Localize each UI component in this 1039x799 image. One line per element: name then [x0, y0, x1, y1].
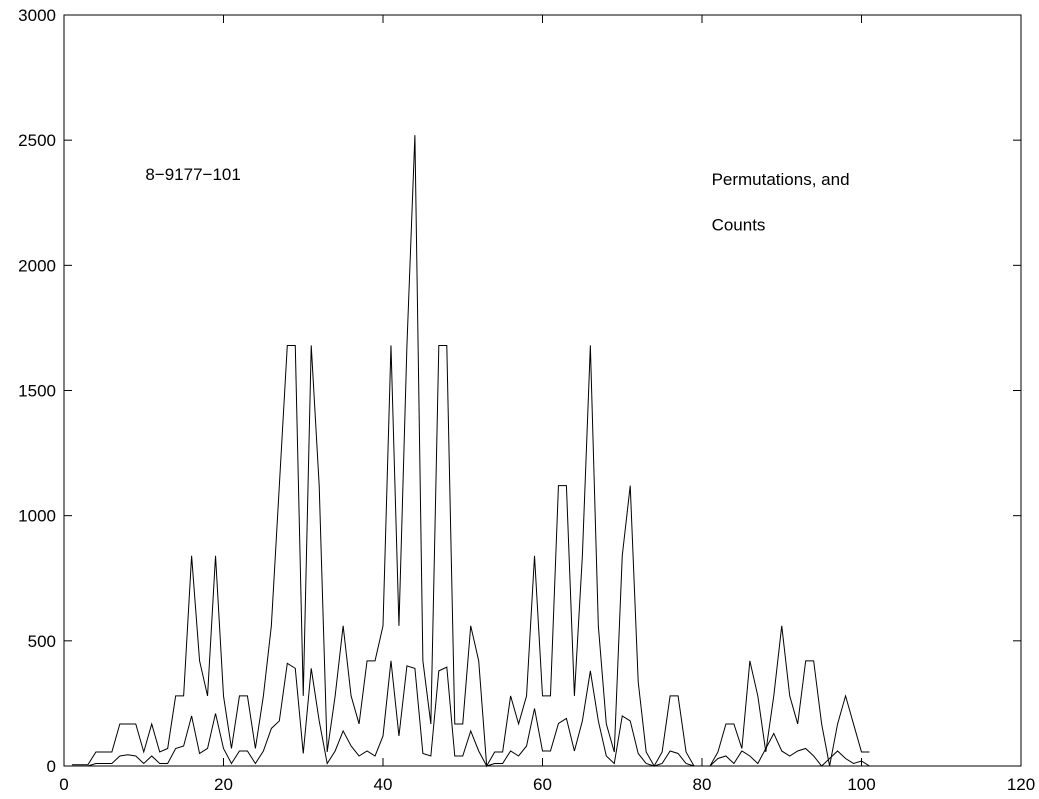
y-axis: 0 500 1000 1500 2000 2500 3000	[18, 6, 1021, 776]
x-axis: 0 20 40 60 80 100 120	[59, 15, 1035, 794]
series-line-1	[71, 135, 870, 768]
x-tick-label: 80	[693, 775, 712, 794]
series-layer	[71, 135, 870, 768]
series-line-2	[71, 660, 870, 767]
annotation-text: 8−9177−101	[145, 165, 241, 184]
x-tick-label: 60	[533, 775, 552, 794]
y-tick-label: 2500	[18, 131, 56, 150]
x-tick-label: 100	[847, 775, 875, 794]
x-tick-label: 20	[214, 775, 233, 794]
y-tick-label: 1500	[18, 382, 56, 401]
x-tick-label: 40	[374, 775, 393, 794]
annotation-layer: 8−9177−101 Permutations, and Counts	[145, 165, 849, 234]
x-tick-label: 0	[59, 775, 68, 794]
y-tick-label: 1000	[18, 507, 56, 526]
annotation-text: Permutations, and	[712, 170, 850, 189]
y-tick-label: 2000	[18, 256, 56, 275]
x-tick-label: 120	[1007, 775, 1035, 794]
y-tick-label: 500	[28, 632, 56, 651]
plot-area	[63, 14, 1022, 767]
y-tick-label: 0	[47, 757, 56, 776]
annotation-text: Counts	[712, 215, 766, 234]
y-tick-label: 3000	[18, 6, 56, 25]
